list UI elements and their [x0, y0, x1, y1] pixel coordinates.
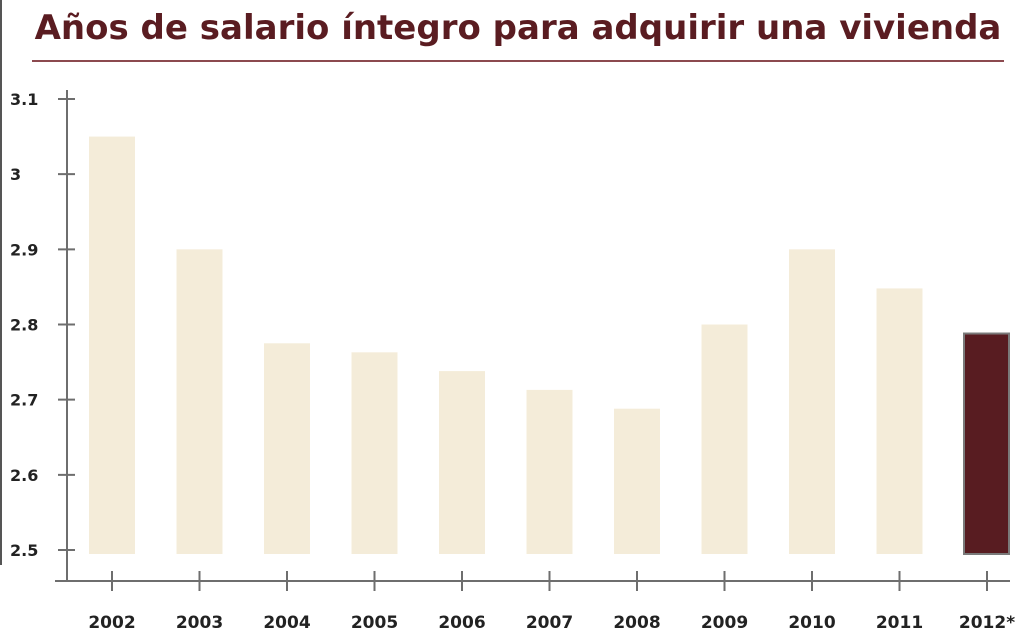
bar-highlight — [963, 332, 1010, 555]
x-tick-label: 2011 — [876, 613, 923, 633]
x-tick-label: 2002 — [88, 613, 135, 633]
bar — [176, 249, 223, 555]
bar — [89, 136, 135, 555]
chart-title: Años de salario íntegro para adquirir un… — [34, 8, 1002, 48]
y-tick-label: 2.9 — [10, 240, 38, 259]
bar — [614, 408, 660, 554]
bar — [351, 352, 398, 554]
left-border-rule — [0, 0, 2, 565]
y-tick-label: 2.5 — [10, 541, 38, 560]
x-tick-label: 2010 — [788, 613, 835, 633]
bar — [526, 389, 573, 554]
x-tick-label: 2004 — [263, 613, 310, 633]
y-tick-label: 2.8 — [10, 316, 38, 335]
bar — [701, 324, 748, 554]
x-tick-label: 2005 — [351, 613, 398, 633]
y-tick-label: 3.1 — [10, 90, 38, 109]
x-tick-label: 2008 — [613, 613, 660, 633]
bar — [789, 249, 835, 555]
x-tick-label: 2003 — [176, 613, 223, 633]
bar — [439, 371, 485, 554]
bar — [876, 288, 923, 554]
x-tick-label: 2007 — [526, 613, 573, 633]
y-tick-label: 3 — [10, 165, 21, 184]
title-underline — [32, 60, 1004, 62]
x-tick-label: 2012* — [959, 613, 1015, 633]
x-tick-label: 2009 — [701, 613, 748, 633]
y-tick-label: 2.6 — [10, 466, 38, 485]
y-tick-label: 2.7 — [10, 391, 38, 410]
x-tick-label: 2006 — [438, 613, 485, 633]
bar — [264, 343, 310, 554]
